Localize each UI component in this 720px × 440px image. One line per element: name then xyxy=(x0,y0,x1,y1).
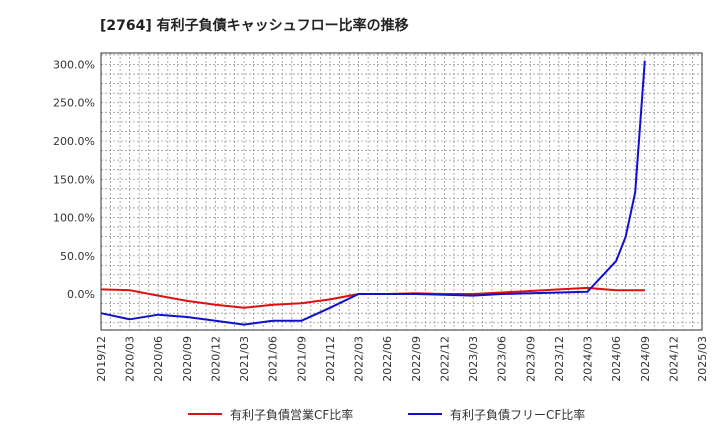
x-tick-label: 2024/06 xyxy=(610,336,623,382)
x-tick-label: 2022/06 xyxy=(381,336,394,382)
grid xyxy=(101,53,702,330)
x-tick-label: 2019/12 xyxy=(95,336,108,382)
y-tick-label: 100.0% xyxy=(53,212,95,225)
x-tick-label: 2022/03 xyxy=(353,336,366,382)
series-layer xyxy=(100,60,646,326)
x-tick-label: 2023/03 xyxy=(467,336,480,382)
y-tick-label: 200.0% xyxy=(53,135,95,148)
x-axis: 2019/12 2020/03 2020/06 2020/09 2020/12 2021/… xyxy=(95,336,709,382)
x-tick-label: 2020/12 xyxy=(209,336,222,382)
y-tick-label: 150.0% xyxy=(53,173,95,186)
x-tick-label: 2025/03 xyxy=(696,336,709,382)
series-line-free-cf xyxy=(100,60,646,326)
x-tick-label: 2024/03 xyxy=(582,336,595,382)
x-tick-label: 2023/09 xyxy=(524,336,537,382)
x-tick-label: 2020/09 xyxy=(181,336,194,382)
x-tick-label: 2022/09 xyxy=(410,336,423,382)
x-tick-label: 2023/06 xyxy=(496,336,509,382)
x-tick-label: 2021/03 xyxy=(238,336,251,382)
legend: 有利子負債営業CF比率 有利子負債フリーCF比率 xyxy=(188,407,585,422)
x-tick-label: 2020/03 xyxy=(124,336,137,382)
x-tick-label: 2023/12 xyxy=(553,336,566,382)
legend-label-operating-cf: 有利子負債営業CF比率 xyxy=(230,407,353,422)
x-tick-label: 2024/12 xyxy=(667,336,680,382)
chart-title: [2764] 有利子負債キャッシュフロー比率の推移 xyxy=(100,17,409,34)
x-tick-label: 2022/12 xyxy=(438,336,451,382)
plot-frame xyxy=(100,52,703,331)
legend-label-free-cf: 有利子負債フリーCF比率 xyxy=(450,407,585,422)
y-tick-label: 50.0% xyxy=(60,250,95,263)
x-tick-label: 2024/09 xyxy=(639,336,652,382)
x-tick-label: 2021/06 xyxy=(267,336,280,382)
y-tick-label: 0.0% xyxy=(67,288,95,301)
x-tick-label: 2021/09 xyxy=(295,336,308,382)
y-axis: 0.0% 50.0% 100.0% 150.0% 200.0% 250.0% 300.0% xyxy=(53,58,95,301)
x-tick-label: 2020/06 xyxy=(152,336,165,382)
x-tick-label: 2021/12 xyxy=(324,336,337,382)
series-line-operating-cf xyxy=(100,286,645,309)
y-tick-label: 250.0% xyxy=(53,97,95,110)
y-tick-label: 300.0% xyxy=(53,58,95,71)
